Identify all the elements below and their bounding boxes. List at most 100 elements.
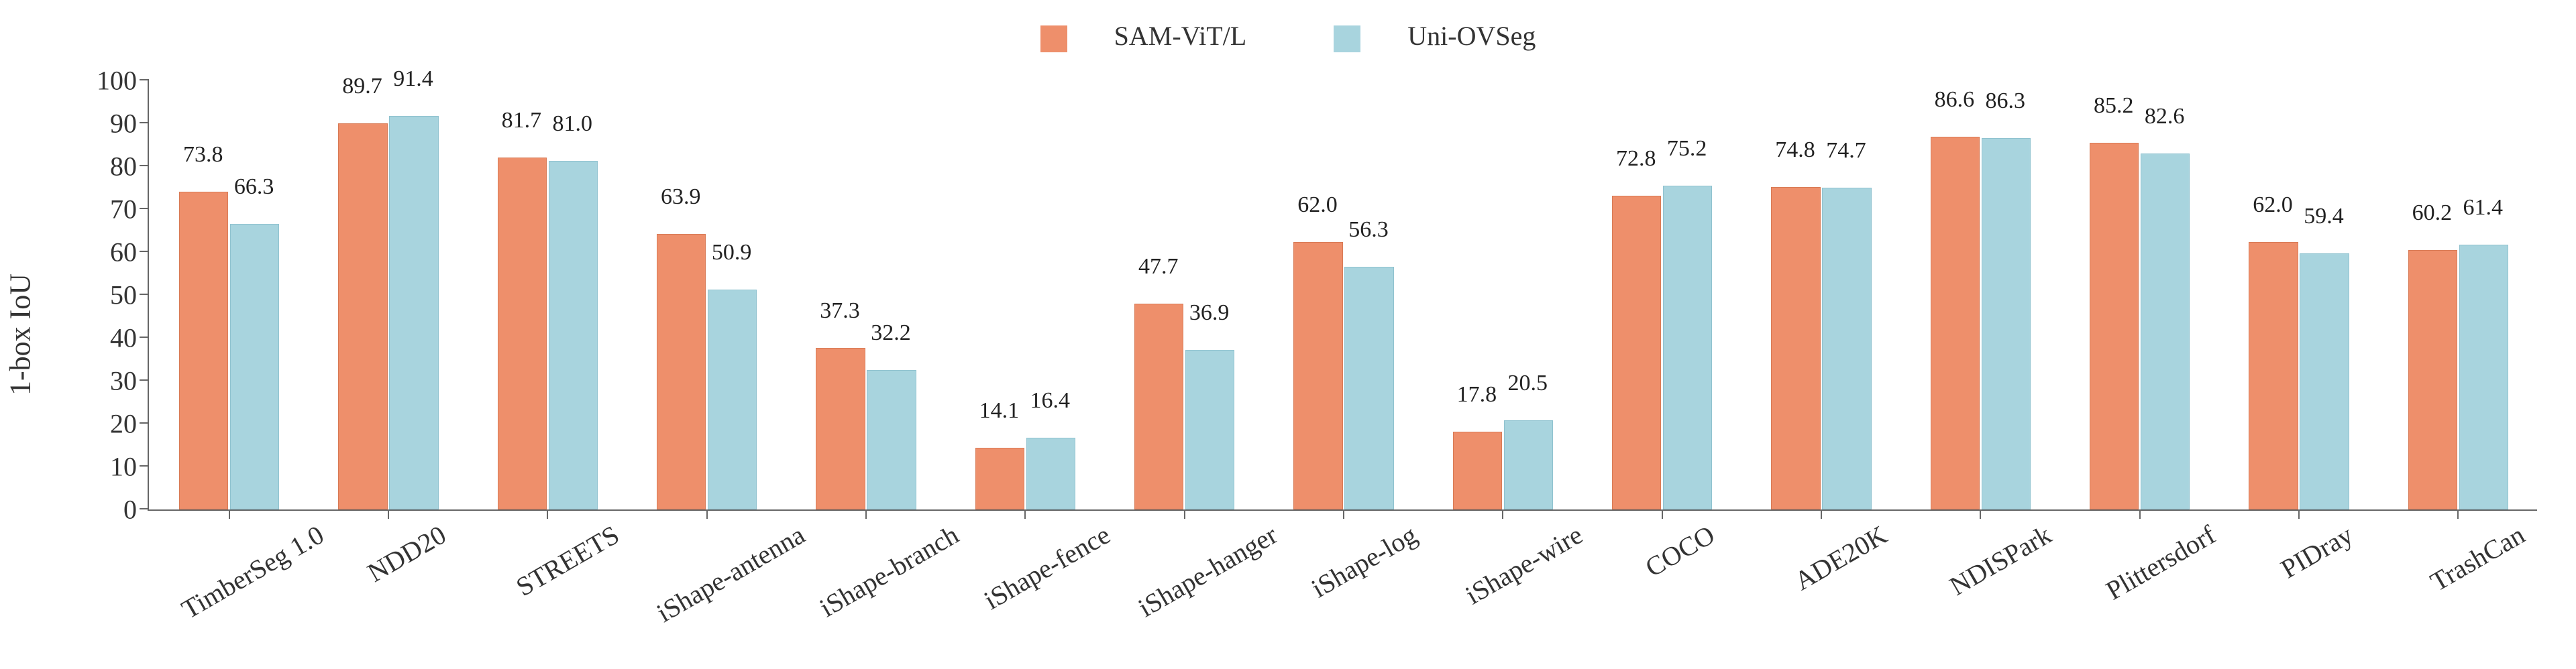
y-tick-label: 30 bbox=[56, 365, 149, 397]
bar-value-sam: 89.7 bbox=[342, 74, 382, 99]
x-tick-mark bbox=[1024, 509, 1026, 519]
y-axis-title: 1-box IoU bbox=[3, 273, 38, 396]
bar-value-uni: 59.4 bbox=[2304, 204, 2344, 229]
bar-uni bbox=[389, 116, 438, 509]
x-tick-mark bbox=[1662, 509, 1663, 519]
bar-uni bbox=[1663, 186, 1712, 509]
plot-area: 0102030405060708090100TimberSeg 1.073.86… bbox=[148, 80, 2537, 511]
bar-sam bbox=[1771, 187, 1820, 509]
bar-value-sam: 14.1 bbox=[979, 398, 1020, 424]
x-tick-label: iShape-wire bbox=[1455, 509, 1589, 611]
y-tick-mark bbox=[140, 422, 149, 424]
y-tick-label: 0 bbox=[56, 494, 149, 526]
x-tick-mark bbox=[229, 509, 230, 519]
bar-value-uni: 81.0 bbox=[553, 111, 593, 137]
x-tick-mark bbox=[706, 509, 708, 519]
x-tick-label: PIDray bbox=[2270, 509, 2359, 585]
y-tick-mark bbox=[140, 165, 149, 166]
x-tick-label: COCO bbox=[1634, 509, 1720, 583]
bar-uni bbox=[549, 161, 598, 509]
y-tick-label: 10 bbox=[56, 451, 149, 483]
bar-value-sam: 62.0 bbox=[1297, 192, 1338, 218]
bar-value-sam: 73.8 bbox=[183, 142, 223, 168]
bar-value-uni: 82.6 bbox=[2145, 104, 2185, 129]
bar-value-sam: 86.6 bbox=[1935, 87, 1975, 113]
legend-item-sam: SAM-ViT/L bbox=[1020, 20, 1267, 52]
x-tick-label: TrashCan bbox=[2420, 509, 2530, 598]
y-tick-label: 50 bbox=[56, 280, 149, 311]
bar-uni bbox=[1982, 138, 2031, 509]
x-tick-label: iShape-branch bbox=[808, 509, 964, 623]
x-tick-label: TimberSeg 1.0 bbox=[170, 509, 329, 625]
bar-value-sam: 74.8 bbox=[1775, 137, 1815, 163]
bar-value-uni: 50.9 bbox=[712, 240, 752, 265]
iou-bar-chart: SAM-ViT/L Uni-OVSeg 1-box IoU 0102030405… bbox=[0, 0, 2576, 669]
x-tick-label: iShape-hanger bbox=[1127, 509, 1283, 623]
bar-sam bbox=[179, 192, 228, 509]
y-tick-label: 40 bbox=[56, 322, 149, 354]
bar-sam bbox=[657, 234, 706, 509]
bar-sam bbox=[2090, 143, 2139, 509]
bar-uni bbox=[1344, 267, 1393, 509]
bar-value-sam: 47.7 bbox=[1138, 254, 1179, 280]
bar-value-uni: 16.4 bbox=[1030, 388, 1071, 414]
bar-value-sam: 81.7 bbox=[502, 108, 542, 133]
bar-sam bbox=[1453, 432, 1502, 509]
x-tick-label: STREETS bbox=[506, 509, 625, 603]
bar-sam bbox=[2408, 250, 2457, 509]
bar-uni bbox=[2459, 245, 2508, 509]
legend: SAM-ViT/L Uni-OVSeg bbox=[0, 20, 2576, 52]
y-tick-mark bbox=[140, 208, 149, 209]
x-tick-mark bbox=[547, 509, 548, 519]
legend-label-sam: SAM-ViT/L bbox=[1114, 20, 1247, 52]
x-tick-mark bbox=[865, 509, 867, 519]
bar-uni bbox=[230, 224, 279, 509]
bar-value-uni: 86.3 bbox=[1986, 88, 2026, 114]
bar-value-sam: 72.8 bbox=[1616, 146, 1656, 172]
x-tick-label: ADE20K bbox=[1784, 509, 1892, 597]
bar-sam bbox=[498, 158, 547, 509]
y-tick-mark bbox=[140, 379, 149, 381]
bar-uni bbox=[1822, 188, 1871, 509]
y-tick-mark bbox=[140, 465, 149, 467]
bar-sam bbox=[1293, 242, 1342, 509]
x-tick-label: iShape-fence bbox=[973, 509, 1116, 616]
legend-label-uni: Uni-OVSeg bbox=[1407, 20, 1536, 52]
bar-value-sam: 60.2 bbox=[2412, 200, 2453, 226]
bar-value-sam: 63.9 bbox=[661, 184, 701, 210]
bar-uni bbox=[2300, 253, 2349, 509]
legend-swatch-uni bbox=[1334, 25, 1360, 52]
y-tick-label: 90 bbox=[56, 108, 149, 139]
y-tick-mark bbox=[140, 294, 149, 295]
x-tick-label: iShape-antenna bbox=[645, 509, 810, 629]
bar-value-uni: 75.2 bbox=[1667, 136, 1707, 162]
x-tick-mark bbox=[1821, 509, 1822, 519]
bar-uni bbox=[1026, 438, 1075, 509]
bar-value-uni: 56.3 bbox=[1348, 217, 1389, 243]
y-tick-mark bbox=[140, 79, 149, 80]
bar-value-sam: 85.2 bbox=[2094, 93, 2134, 119]
x-tick-label: NDD20 bbox=[357, 509, 451, 589]
x-tick-label: iShape-log bbox=[1301, 509, 1423, 604]
bar-value-uni: 66.3 bbox=[234, 174, 274, 200]
x-tick-mark bbox=[1502, 509, 1503, 519]
bar-uni bbox=[867, 370, 916, 509]
bar-value-sam: 17.8 bbox=[1457, 382, 1497, 408]
bar-uni bbox=[708, 290, 757, 509]
bar-value-sam: 37.3 bbox=[820, 298, 860, 324]
x-tick-mark bbox=[2298, 509, 2300, 519]
bar-value-uni: 61.4 bbox=[2463, 195, 2504, 221]
bar-value-uni: 32.2 bbox=[871, 320, 911, 346]
y-tick-mark bbox=[140, 337, 149, 338]
bar-value-uni: 91.4 bbox=[393, 66, 433, 92]
bar-value-sam: 62.0 bbox=[2253, 192, 2293, 218]
bar-sam bbox=[1931, 137, 1980, 509]
x-tick-label: NDISPark bbox=[1939, 509, 2057, 602]
bar-value-uni: 74.7 bbox=[1826, 138, 1866, 164]
bar-value-uni: 20.5 bbox=[1508, 371, 1548, 396]
y-tick-label: 80 bbox=[56, 151, 149, 182]
bar-sam bbox=[2249, 242, 2298, 509]
legend-item-uni: Uni-OVSeg bbox=[1313, 20, 1556, 52]
bar-sam bbox=[1612, 196, 1661, 509]
bar-uni bbox=[2141, 154, 2190, 509]
